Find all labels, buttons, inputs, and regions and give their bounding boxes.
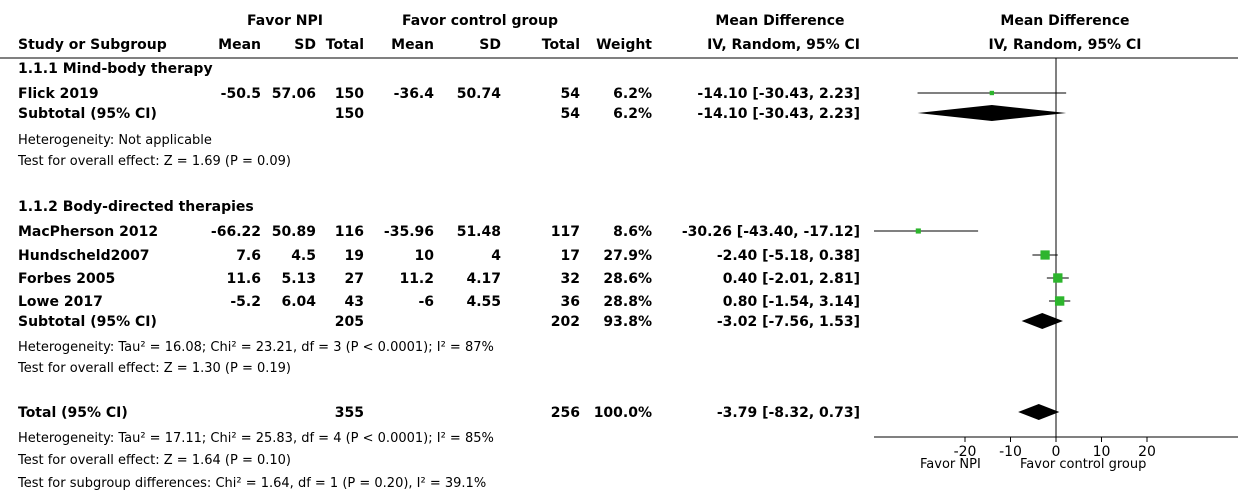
- study-point: [1053, 273, 1063, 283]
- total-overall-effect-text: Test for overall effect: Z = 1.64 (P = 0…: [18, 453, 291, 468]
- study-sd-c: 4.55: [466, 294, 501, 310]
- study-ci: 0.80 [-1.54, 3.14]: [722, 294, 860, 310]
- overall-effect-text: Test for overall effect: Z = 1.69 (P = 0…: [18, 154, 291, 169]
- study-total-e: 27: [344, 271, 364, 287]
- study-mean-e: -66.22: [210, 224, 261, 240]
- x-tick-label: 10: [1093, 444, 1111, 460]
- x-tick-label: 20: [1138, 444, 1156, 460]
- study-total-c: 117: [550, 224, 580, 240]
- favor-npi-header: Favor NPI: [247, 13, 323, 29]
- study-mean-c: -36.4: [393, 86, 434, 102]
- study-mean-c: 10: [414, 248, 434, 264]
- study-mean-e: -50.5: [220, 86, 261, 102]
- subtotal-weight: 6.2%: [613, 106, 652, 122]
- subtotal-total-e: 150: [334, 106, 364, 122]
- study-total-c: 17: [560, 248, 580, 264]
- total-ci: -3.79 [-8.32, 0.73]: [716, 405, 860, 421]
- study-weight: 28.6%: [603, 271, 652, 287]
- axis-left-label: Favor NPI: [920, 457, 981, 472]
- study-mean-c: -35.96: [383, 224, 434, 240]
- study-mean-e: 7.6: [236, 248, 261, 264]
- study-sd-e: 5.13: [281, 271, 316, 287]
- study-mean-e: 11.6: [226, 271, 261, 287]
- x-tick-label: -20: [954, 444, 977, 460]
- mean-e-header: Mean: [218, 37, 261, 53]
- study-total-e: 19: [344, 248, 364, 264]
- total-c-header: Total: [541, 37, 580, 53]
- study-point: [1040, 250, 1050, 260]
- study-name: MacPherson 2012: [18, 224, 159, 240]
- subgroup-1-title: 1.1.1 Mind-body therapy: [18, 61, 213, 77]
- subtotal-label: Subtotal (95% CI): [18, 106, 157, 122]
- study-ci: -2.40 [-5.18, 0.38]: [716, 248, 860, 264]
- weight-header: Weight: [596, 37, 652, 53]
- study-ci: -14.10 [-30.43, 2.23]: [697, 86, 860, 102]
- study-column-header: Study or Subgroup: [18, 37, 167, 53]
- study-sd-c: 4: [491, 248, 501, 264]
- study-total-c: 36: [560, 294, 580, 310]
- total-total-e: 355: [334, 405, 364, 421]
- study-point: [989, 90, 995, 96]
- study-name: Lowe 2017: [18, 294, 103, 310]
- study-mean-e: -5.2: [230, 294, 261, 310]
- study-mean-c: -6: [418, 294, 434, 310]
- sd-c-header: SD: [479, 37, 501, 53]
- study-weight: 6.2%: [613, 86, 652, 102]
- study-sd-e: 4.5: [291, 248, 316, 264]
- study-point: [915, 228, 921, 234]
- study-total-e: 43: [344, 294, 364, 310]
- subgroup-differences-text: Test for subgroup differences: Chi² = 1.…: [18, 476, 487, 491]
- heterogeneity-text: Heterogeneity: Not applicable: [18, 133, 212, 148]
- study-name: Flick 2019: [18, 86, 99, 102]
- study-ci: 0.40 [-2.01, 2.81]: [722, 271, 860, 287]
- plot-mean-difference-header: Mean Difference: [1000, 13, 1130, 29]
- study-weight: 27.9%: [603, 248, 652, 264]
- study-sd-c: 50.74: [456, 86, 501, 102]
- study-name: Forbes 2005: [18, 271, 116, 287]
- subtotal-label: Subtotal (95% CI): [18, 314, 157, 330]
- mean-c-header: Mean: [391, 37, 434, 53]
- subtotal-total-c: 202: [550, 314, 580, 330]
- mean-difference-header: Mean Difference: [715, 13, 845, 29]
- study-sd-e: 57.06: [271, 86, 316, 102]
- overall-effect-text: Test for overall effect: Z = 1.30 (P = 0…: [18, 361, 291, 376]
- subtotal-ci: -3.02 [-7.56, 1.53]: [716, 314, 860, 330]
- study-name: Hundscheld2007: [18, 248, 150, 264]
- study-total-e: 116: [334, 224, 364, 240]
- md-method-header: IV, Random, 95% CI: [707, 37, 860, 53]
- subgroup-2-title: 1.1.2 Body-directed therapies: [18, 199, 254, 215]
- heterogeneity-text: Heterogeneity: Tau² = 16.08; Chi² = 23.2…: [18, 340, 494, 355]
- study-ci: -30.26 [-43.40, -17.12]: [681, 224, 860, 240]
- sd-e-header: SD: [294, 37, 316, 53]
- study-sd-e: 6.04: [281, 294, 316, 310]
- subtotal-ci: -14.10 [-30.43, 2.23]: [697, 106, 860, 122]
- plot-method-header: IV, Random, 95% CI: [988, 37, 1142, 53]
- total-total-c: 256: [550, 405, 580, 421]
- study-total-c: 54: [560, 86, 580, 102]
- pooled-diamond: [917, 105, 1067, 121]
- study-sd-e: 50.89: [271, 224, 316, 240]
- study-total-e: 150: [334, 86, 364, 102]
- study-point: [1054, 296, 1065, 306]
- total-label: Total (95% CI): [18, 405, 128, 421]
- study-weight: 28.8%: [603, 294, 652, 310]
- study-sd-c: 51.48: [456, 224, 501, 240]
- study-weight: 8.6%: [613, 224, 652, 240]
- total-weight: 100.0%: [593, 405, 652, 421]
- x-tick-label: 0: [1052, 444, 1061, 460]
- favor-control-header: Favor control group: [401, 13, 559, 29]
- study-total-c: 32: [560, 271, 580, 287]
- pooled-diamond: [1021, 313, 1063, 329]
- total-e-header: Total: [325, 37, 364, 53]
- subtotal-total-e: 205: [334, 314, 364, 330]
- total-heterogeneity-text: Heterogeneity: Tau² = 17.11; Chi² = 25.8…: [18, 431, 494, 446]
- pooled-diamond: [1018, 404, 1060, 420]
- subtotal-weight: 93.8%: [603, 314, 652, 330]
- axis-right-label: Favor control group: [1020, 457, 1147, 472]
- x-tick-label: -10: [999, 444, 1022, 460]
- study-sd-c: 4.17: [466, 271, 501, 287]
- subtotal-total-c: 54: [560, 106, 580, 122]
- study-mean-c: 11.2: [399, 271, 434, 287]
